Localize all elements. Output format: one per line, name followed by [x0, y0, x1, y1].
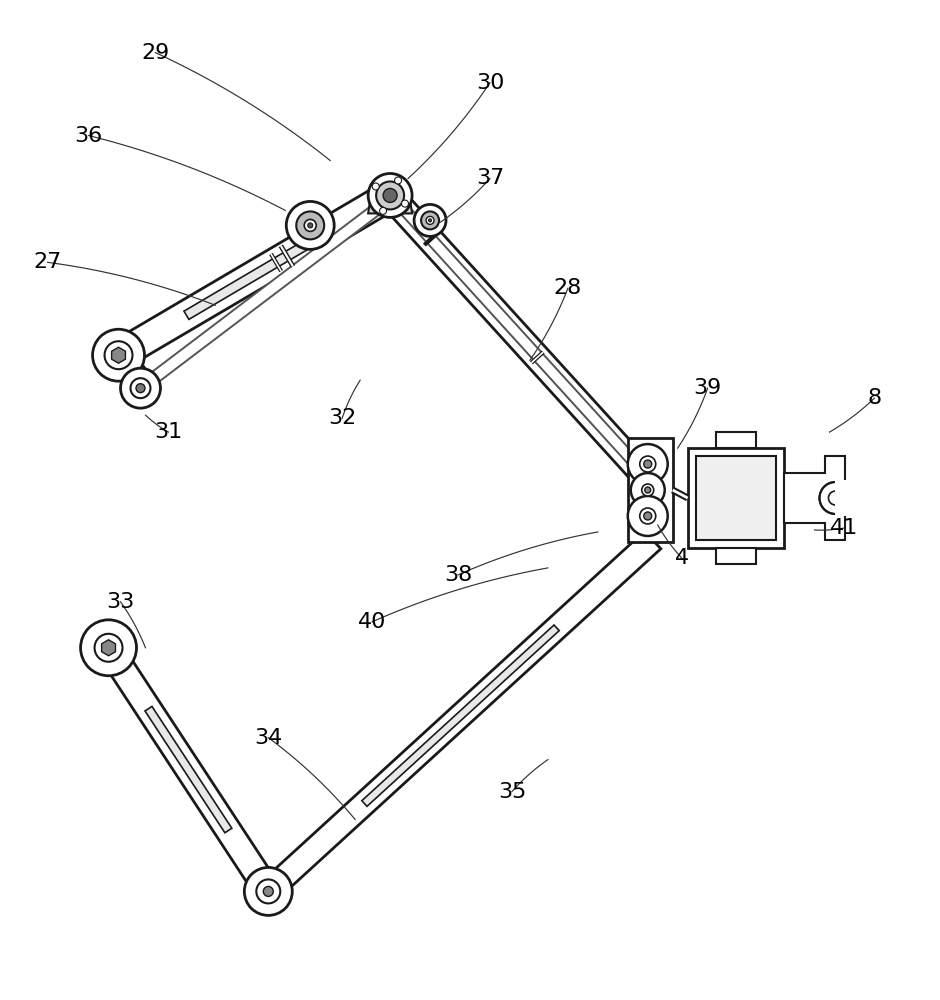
Circle shape	[628, 496, 667, 536]
Polygon shape	[145, 706, 232, 833]
Circle shape	[95, 634, 122, 662]
Polygon shape	[715, 548, 756, 564]
Text: 32: 32	[328, 408, 356, 428]
Text: 39: 39	[694, 378, 722, 398]
Polygon shape	[390, 195, 659, 489]
Polygon shape	[98, 641, 279, 899]
Text: 34: 34	[254, 728, 282, 748]
Text: 29: 29	[141, 43, 169, 63]
Circle shape	[81, 620, 136, 676]
Circle shape	[131, 378, 150, 398]
Circle shape	[640, 508, 656, 524]
Circle shape	[644, 512, 651, 520]
Polygon shape	[111, 183, 398, 368]
Polygon shape	[381, 187, 667, 499]
Text: 27: 27	[34, 252, 62, 272]
Circle shape	[305, 219, 316, 231]
Circle shape	[429, 219, 431, 222]
Circle shape	[136, 384, 145, 393]
Polygon shape	[368, 187, 412, 213]
Polygon shape	[184, 231, 324, 319]
Circle shape	[287, 201, 335, 249]
Circle shape	[368, 173, 412, 217]
Circle shape	[104, 341, 133, 369]
Circle shape	[384, 188, 397, 202]
Polygon shape	[137, 196, 392, 393]
Text: 4: 4	[675, 548, 689, 568]
Polygon shape	[128, 359, 152, 387]
Circle shape	[244, 867, 292, 915]
Text: 28: 28	[554, 278, 582, 298]
Text: 31: 31	[154, 422, 182, 442]
Circle shape	[828, 491, 842, 505]
Circle shape	[631, 473, 665, 507]
Circle shape	[92, 329, 145, 381]
Polygon shape	[715, 432, 756, 448]
Circle shape	[642, 484, 653, 496]
Circle shape	[401, 200, 409, 207]
Polygon shape	[102, 640, 116, 656]
Circle shape	[645, 487, 650, 493]
Circle shape	[372, 183, 379, 190]
Polygon shape	[688, 448, 784, 548]
Text: 30: 30	[476, 73, 504, 93]
Circle shape	[380, 207, 386, 214]
Circle shape	[376, 181, 404, 209]
Polygon shape	[836, 480, 857, 516]
Circle shape	[415, 204, 446, 236]
Polygon shape	[112, 347, 125, 363]
Text: 38: 38	[444, 565, 472, 585]
Circle shape	[640, 456, 656, 472]
Polygon shape	[696, 456, 776, 540]
Text: 41: 41	[830, 518, 858, 538]
Polygon shape	[454, 266, 594, 419]
Circle shape	[628, 444, 667, 484]
Circle shape	[296, 211, 324, 239]
Text: 36: 36	[74, 126, 102, 146]
Polygon shape	[362, 625, 559, 806]
Circle shape	[263, 886, 274, 896]
Polygon shape	[260, 531, 661, 900]
Circle shape	[120, 368, 161, 408]
Circle shape	[426, 216, 434, 224]
Circle shape	[644, 460, 651, 468]
Text: 33: 33	[106, 592, 134, 612]
Circle shape	[421, 211, 439, 229]
Text: 35: 35	[498, 782, 526, 802]
Circle shape	[395, 177, 401, 184]
Polygon shape	[784, 456, 845, 540]
Polygon shape	[628, 438, 673, 542]
Circle shape	[307, 223, 313, 228]
Text: 37: 37	[476, 168, 504, 188]
Circle shape	[257, 879, 280, 903]
Text: 8: 8	[868, 388, 882, 408]
Text: 40: 40	[358, 612, 386, 632]
Circle shape	[820, 482, 852, 514]
